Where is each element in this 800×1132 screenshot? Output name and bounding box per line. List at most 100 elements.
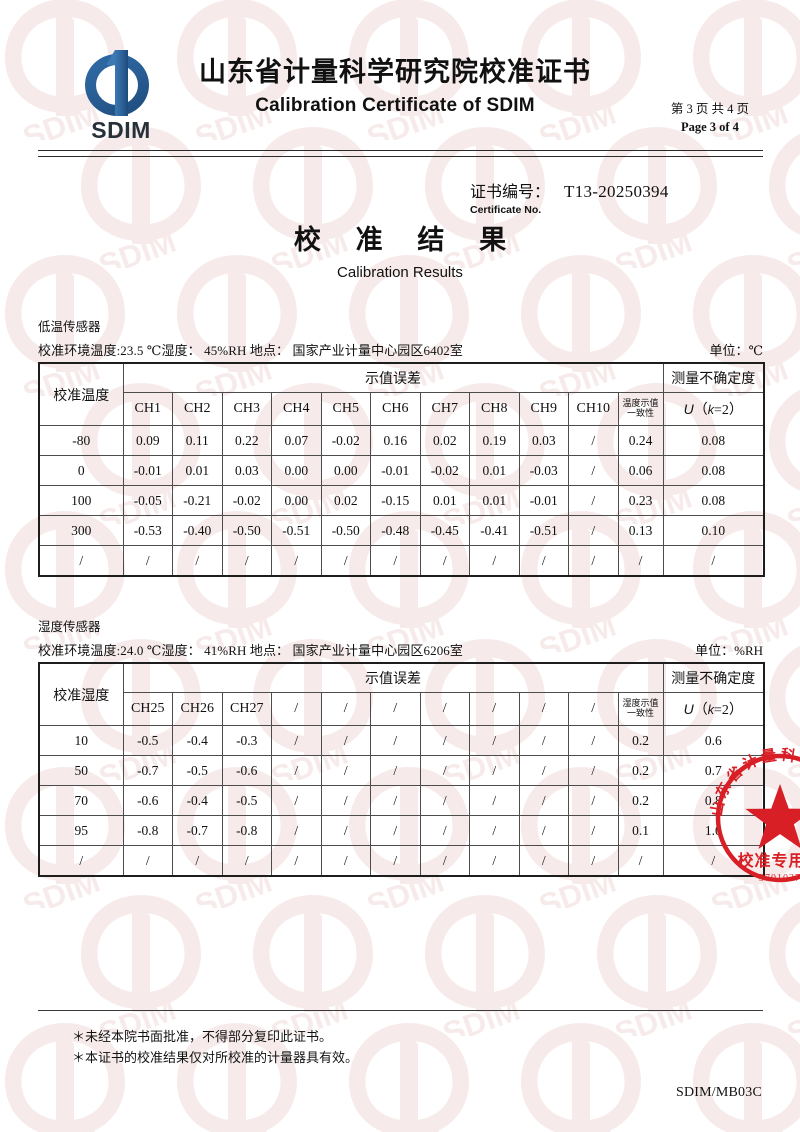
row-uncertainty: 0.7 [662,755,765,786]
row-error-value: / [568,785,619,816]
row-error-value: / [172,845,223,877]
row-error-value: / [271,845,322,877]
row-error-value: 0.02 [419,425,470,456]
row-error-value: / [568,845,619,877]
header-channel: CH5 [320,392,371,426]
row-error-value: -0.01 [518,485,569,516]
row-error-value: / [221,545,272,577]
row-consistency: / [617,545,664,577]
header-channel: CH27 [221,692,272,726]
row-error-value: / [419,845,470,877]
environment-line-2: 校准环境温度:24.0 ℃湿度： 41%RH 地点： 国家产业计量中心园区620… [38,640,763,659]
sensor-name-2: 湿度传感器 [38,620,101,634]
footer-note-1: ＊未经本院书面批准，不得部分复印此证书。 [72,1029,333,1044]
header-channel: / [320,692,371,726]
certificate-number-value: T13-20250394 [564,182,669,201]
row-uncertainty: / [662,845,765,877]
section-title-cn: 校 准 结 果 [293,225,521,255]
row-error-value: / [122,545,173,577]
row-error-value: 0.03 [518,425,569,456]
row-error-value: / [370,845,421,877]
row-error-value: / [320,545,371,577]
row-error-value: / [518,545,569,577]
certificate-number-label-en: Certificate No. [470,204,542,216]
header-channel: / [419,692,470,726]
row-error-value: / [419,545,470,577]
table-row: 70 -0.6 -0.4 -0.5// / / / //0.2 0.8 [38,785,765,816]
table-row: / / / / / / / / / / / / / [38,845,765,877]
row-error-value: -0.3 [221,725,272,756]
row-error-value: -0.01 [122,455,173,486]
header-first-col: 校准湿度 [38,662,124,726]
table-row: 95 -0.8 -0.7 -0.8// / / / //0.1 1.0 [38,815,765,846]
row-error-value: / [518,845,569,877]
table-row: 100 -0.05 -0.21 -0.02 0.00 0.02 -0.15 0.01 0.01-… [38,485,765,516]
row-error-value: / [320,755,371,786]
row-error-value: 0.16 [370,425,421,456]
row-error-value: / [221,845,272,877]
row-error-value: / [469,545,520,577]
row-error-value: / [568,515,619,546]
table-header-channel-row: CH25 CH26 CH27// / / / / / 湿度示值一致性 U（k=2） [39,692,765,726]
row-setpoint: 100 [38,485,124,516]
header-channel: / [370,692,421,726]
row-error-value: / [568,485,619,516]
row-error-value: / [518,725,569,756]
row-error-value: / [370,815,421,846]
row-error-value: -0.7 [172,815,223,846]
certificate-title-cn: 山东省计量科学研究院校准证书 [199,57,591,87]
row-error-value: / [271,815,322,846]
row-error-value: / [419,725,470,756]
header-channel: / [568,692,619,726]
row-error-value: -0.02 [221,485,272,516]
row-consistency: 0.06 [617,455,664,486]
row-error-value: / [419,785,470,816]
row-error-value: / [320,845,371,877]
row-setpoint: 0 [38,455,124,486]
header-channel: CH7 [419,392,470,426]
row-error-value: / [370,755,421,786]
row-error-value: / [568,725,619,756]
row-error-value: / [469,785,520,816]
row-error-value: / [469,815,520,846]
row-error-value: / [370,545,421,577]
header-channel: / [271,692,322,726]
row-consistency: 0.23 [617,485,664,516]
footer-divider [38,1010,763,1011]
row-error-value: 0.01 [469,455,520,486]
header-channel: CH1 [122,392,173,426]
sdim-logo: SDIM [71,50,171,146]
row-error-value: -0.5 [221,785,272,816]
row-error-value: / [419,755,470,786]
table-row: 300 -0.53 -0.40 -0.50 -0.51 -0.50 -0.48 -0.45 -0… [38,515,765,546]
row-error-value: / [518,785,569,816]
row-error-value: 0.07 [271,425,322,456]
row-error-value: -0.41 [469,515,520,546]
row-error-value: 0.01 [172,455,223,486]
row-error-value: / [518,755,569,786]
row-error-value: / [469,755,520,786]
row-error-value: / [271,755,322,786]
row-error-value: -0.02 [320,425,371,456]
row-error-value: -0.03 [518,455,569,486]
table-row: -80 0.09 0.11 0.22 0.07 -0.02 0.16 0.02 0.19 0.03… [38,425,765,456]
table-row: 50 -0.7 -0.5 -0.6// / / / //0.2 0.7 [38,755,765,786]
header-uncertainty-u: U（k=2） [662,692,765,726]
row-error-value: -0.6 [221,755,272,786]
footer-form-code: SDIM/MB03C [675,1085,762,1100]
row-error-value: -0.5 [122,725,173,756]
row-error-value: -0.02 [419,455,470,486]
header-channel: CH25 [122,692,173,726]
environment-conditions-1: 校准环境温度:23.5 ℃湿度： 45%RH 地点： 国家产业计量中心园区640… [38,343,463,358]
row-consistency: 0.2 [617,755,664,786]
row-error-value: / [271,785,322,816]
row-error-value: / [320,815,371,846]
page-header: SDIM 山东省计量科学研究院校准证书 Calibration Certific… [55,50,755,150]
row-error-value: -0.6 [122,785,173,816]
row-uncertainty: 0.08 [662,455,765,486]
row-error-value: -0.8 [122,815,173,846]
row-error-value: -0.05 [122,485,173,516]
row-consistency: 0.2 [617,725,664,756]
low-temperature-sensor-block: 低温传感器 校准环境温度:23.5 ℃湿度： 45%RH 地点： 国家产业计量中… [38,316,766,577]
